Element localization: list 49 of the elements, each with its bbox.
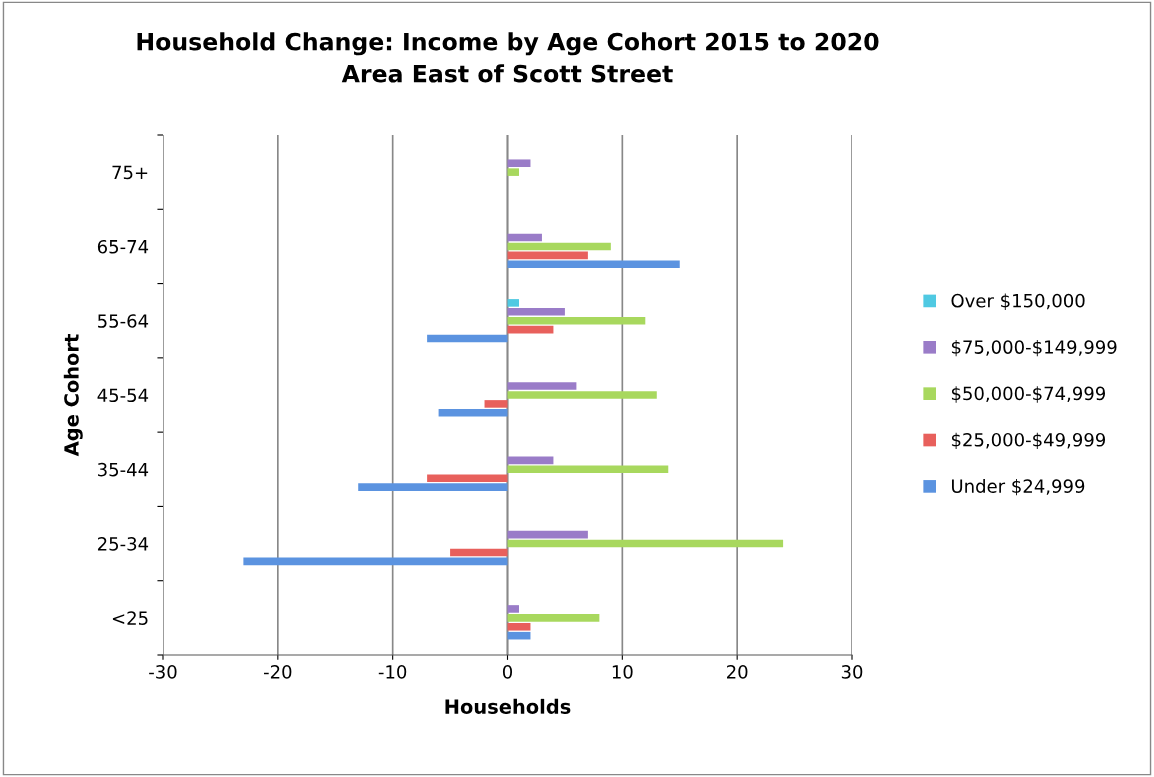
y-axis-title: Age Cohort <box>63 334 83 457</box>
bar <box>484 400 508 408</box>
y-tick-label: 75+ <box>112 165 148 180</box>
bar <box>427 474 508 482</box>
legend-label: $25,000-$49,999 <box>951 432 1106 449</box>
bar <box>507 316 646 325</box>
y-tick-label: <25 <box>112 611 148 625</box>
legend-label: $50,000-$74,999 <box>951 386 1106 403</box>
bar <box>358 483 508 491</box>
bar <box>507 631 531 640</box>
bar <box>507 465 669 474</box>
bar <box>507 299 519 307</box>
bar <box>507 308 565 316</box>
bar <box>507 539 784 548</box>
x-tick-label: 10 <box>612 665 633 679</box>
x-axis-title: Households <box>445 698 571 714</box>
y-tick-label: 25-34 <box>97 537 149 551</box>
legend-label: Over $150,000 <box>951 293 1085 310</box>
x-tick-label: -30 <box>149 665 177 679</box>
bar <box>450 548 508 557</box>
bar <box>507 456 554 465</box>
bar <box>507 622 531 631</box>
bar <box>427 334 508 343</box>
x-tick-label: 0 <box>502 665 513 679</box>
bar <box>507 251 588 260</box>
bar <box>507 260 680 269</box>
legend-label: Under $24,999 <box>952 478 1085 496</box>
y-tick-label: 65-74 <box>97 239 149 254</box>
x-tick-label: 20 <box>727 665 748 679</box>
bar <box>507 605 519 613</box>
bar <box>507 325 554 334</box>
x-tick-label: -20 <box>263 665 292 679</box>
bar <box>243 557 508 566</box>
y-tick-label: 55-64 <box>98 314 149 328</box>
legend-label: $75,000-$149,999 <box>951 339 1117 357</box>
bar <box>507 168 519 176</box>
bar <box>507 391 657 399</box>
x-tick-label: -10 <box>378 665 407 679</box>
x-tick-label: 30 <box>841 665 863 679</box>
bar <box>507 159 531 168</box>
bar <box>507 233 542 242</box>
chart-title: Household Change: Income by Age Cohort 2015 to 2020 Area East of Scott Street <box>137 32 879 83</box>
bar <box>507 242 611 251</box>
bar <box>507 530 588 539</box>
bar <box>507 614 600 622</box>
y-tick-label: 35-44 <box>98 462 149 477</box>
bar <box>507 382 577 390</box>
y-tick-label: 45-54 <box>97 388 149 403</box>
bar <box>438 409 508 417</box>
